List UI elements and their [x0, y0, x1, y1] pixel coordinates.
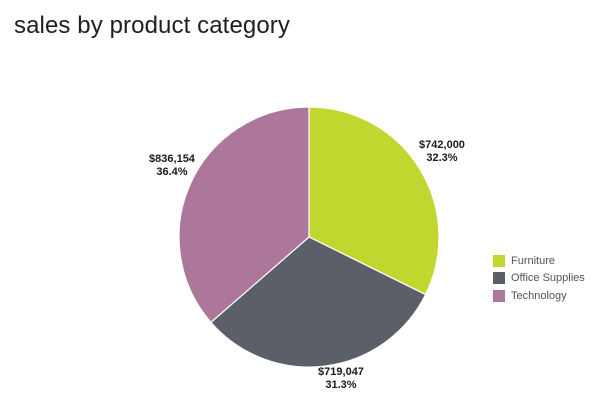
- legend-label-technology: Technology: [511, 289, 567, 302]
- legend-swatch-furniture: [493, 254, 505, 267]
- legend: Furniture Office Supplies Technology: [493, 252, 585, 305]
- pie-slice-furniture[interactable]: [308, 106, 440, 296]
- legend-item-technology[interactable]: Technology: [493, 287, 585, 305]
- pie-slices: [178, 106, 440, 368]
- slice-percent-label-furniture: 32.3%: [426, 152, 457, 164]
- legend-label-office-supplies: Office Supplies: [511, 272, 585, 285]
- chart-title: sales by product category: [14, 12, 290, 39]
- legend-swatch-office-supplies: [493, 272, 505, 285]
- legend-label-furniture: Furniture: [511, 254, 556, 267]
- slice-value-label-technology: $836,154: [149, 153, 196, 165]
- slice-percent-label-office-supplies: 31.3%: [325, 379, 356, 391]
- slice-value-label-office-supplies: $719,047: [318, 366, 364, 378]
- legend-item-furniture[interactable]: Furniture: [493, 252, 585, 270]
- legend-swatch-technology: [493, 289, 505, 302]
- pie-slice-technology[interactable]: [178, 106, 310, 324]
- legend-item-office-supplies[interactable]: Office Supplies: [493, 270, 585, 288]
- slice-percent-label-technology: 36.4%: [156, 166, 187, 178]
- pie-slice-office-supplies[interactable]: [210, 236, 427, 368]
- slice-value-label-furniture: $742,000: [419, 139, 465, 151]
